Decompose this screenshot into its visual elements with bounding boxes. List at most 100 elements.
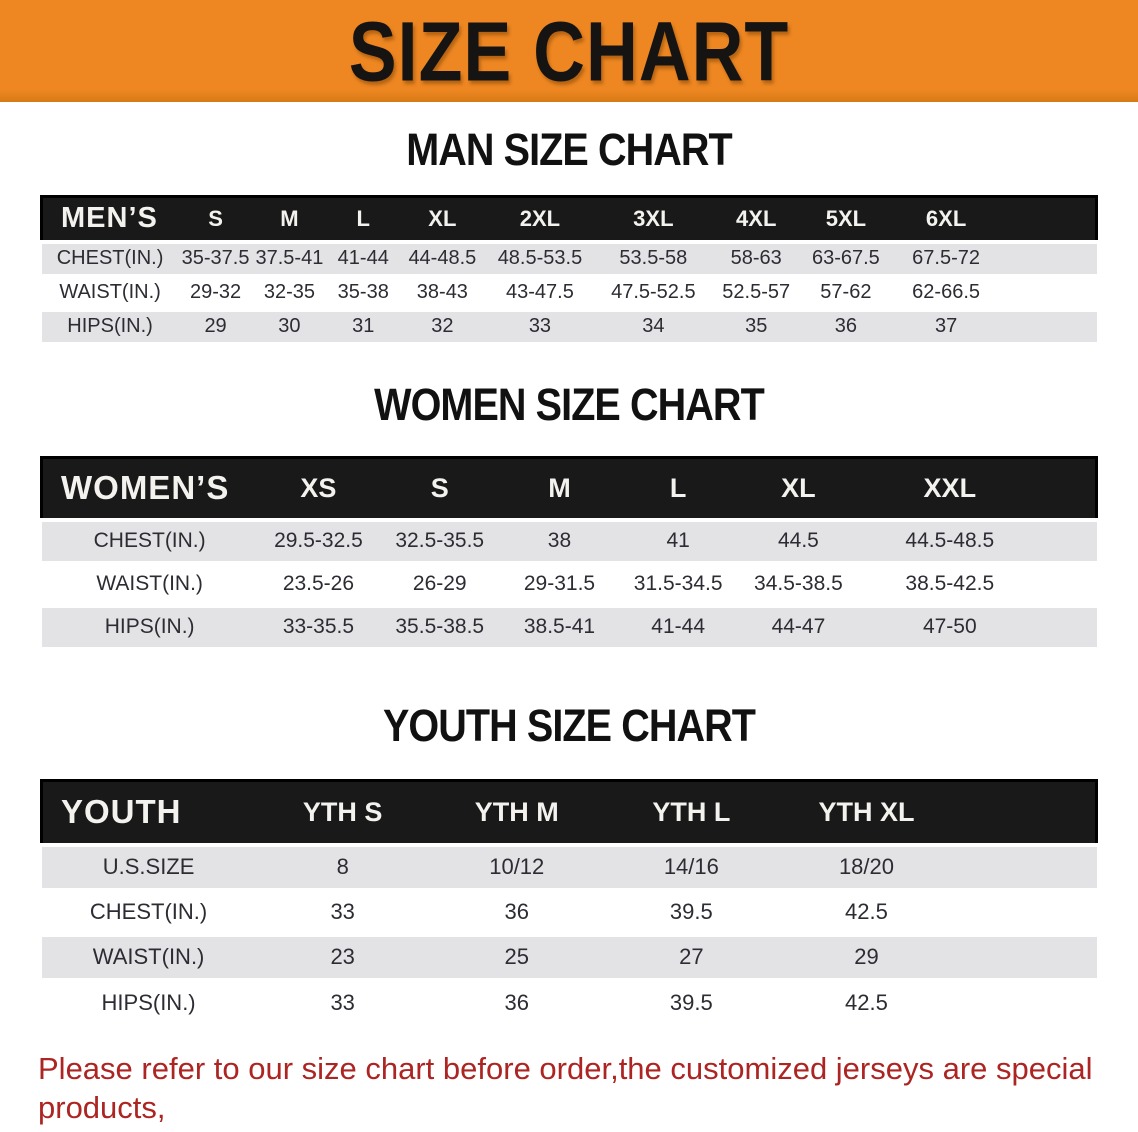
size-value: 33: [255, 889, 430, 935]
size-value: 31: [326, 307, 401, 345]
size-value: 38: [500, 517, 619, 564]
order-notice: Please refer to our size chart before or…: [38, 1049, 1100, 1132]
size-value: 47-50: [859, 603, 1041, 650]
size-value: 29-31.5: [500, 562, 619, 606]
size-value: 53.5-58: [595, 239, 712, 277]
filler-cell: [1040, 562, 1097, 606]
notice-line-2: we don't accept cancel, change, teturn o…: [38, 1128, 1100, 1132]
size-column-header: 4XL: [711, 195, 802, 243]
size-value: 58-63: [711, 239, 802, 277]
filler-cell: [954, 889, 1097, 935]
size-column-header: 3XL: [595, 195, 712, 243]
row-label: WAIST(IN.): [41, 275, 179, 310]
size-value: 44-48.5: [400, 239, 485, 277]
filler-cell: [954, 932, 1097, 981]
size-column-header: YTH M: [429, 779, 604, 846]
size-value: 62-66.5: [890, 275, 1002, 310]
youth-section-heading: YOUTH SIZE CHART: [382, 700, 756, 752]
measurement-row: HIPS(IN.) 33-35.5 35.5-38.5 38.5-41 41-44 44-…: [41, 603, 1097, 650]
banner: SIZE CHART: [0, 0, 1138, 102]
row-label: WAIST(IN.): [41, 932, 256, 981]
size-value: 10/12: [429, 842, 604, 891]
size-value: 41-44: [326, 239, 401, 277]
size-value: 29: [178, 307, 253, 345]
size-column-header: S: [178, 195, 253, 243]
table-title-cell: YOUTH: [39, 779, 256, 846]
size-column-header: 2XL: [484, 195, 596, 243]
size-value: 67.5-72: [890, 239, 1002, 277]
women-size-table: WOMEN’S XS S M L XL XXL CHEST(IN.) 29.5-32.5 32.5…: [39, 456, 1098, 650]
size-value: 8: [255, 842, 430, 891]
table-header-row: MEN’S S M L XL 2XL 3XL 4XL 5XL 6XL: [39, 195, 1099, 243]
section-men: MAN SIZE CHART MEN’S S M L XL 2XL 3XL 4XL 5XL 6XL…: [0, 125, 1138, 345]
size-value: 44.5: [737, 517, 860, 564]
size-value: 52.5-57: [711, 275, 802, 310]
size-column-header: L: [326, 195, 401, 243]
size-column-header: S: [379, 456, 501, 521]
filler-cell: [954, 779, 1099, 846]
size-value: 29-32: [178, 275, 253, 310]
filler-cell: [1040, 517, 1097, 564]
row-label: HIPS(IN.): [41, 307, 179, 345]
measurement-row: CHEST(IN.) 29.5-32.5 32.5-35.5 38 41 44.5 44.5…: [41, 517, 1097, 564]
filler-cell: [1001, 307, 1097, 345]
measurement-row: WAIST(IN.) 23 25 27 29: [41, 932, 1097, 981]
size-column-header: XL: [400, 195, 485, 243]
size-value: 38.5-41: [500, 603, 619, 650]
row-label: WAIST(IN.): [41, 562, 258, 606]
size-column-header: YTH L: [603, 779, 779, 846]
size-value: 31.5-34.5: [618, 562, 738, 606]
table-header-row: WOMEN’S XS S M L XL XXL: [39, 456, 1098, 521]
size-column-header: 6XL: [890, 195, 1002, 243]
size-value: 32: [400, 307, 485, 345]
size-value: 27: [603, 932, 779, 981]
table-title-cell: MEN’S: [39, 195, 179, 243]
measurement-row: WAIST(IN.) 23.5-26 26-29 29-31.5 31.5-34.5 34…: [41, 562, 1097, 606]
filler-cell: [1040, 456, 1098, 521]
size-value: 35-38: [326, 275, 401, 310]
size-value: 34.5-38.5: [737, 562, 860, 606]
measurement-row: CHEST(IN.) 35-37.5 37.5-41 41-44 44-48.5 48.5…: [41, 239, 1097, 277]
size-value: 42.5: [778, 979, 955, 1025]
filler-cell: [954, 979, 1097, 1025]
size-value: 25: [429, 932, 604, 981]
size-value: 39.5: [603, 979, 779, 1025]
size-column-header: L: [618, 456, 738, 521]
size-column-header: YTH S: [255, 779, 430, 846]
size-value: 39.5: [603, 889, 779, 935]
size-column-header: XXL: [859, 456, 1041, 521]
row-label: U.S.SIZE: [41, 842, 256, 891]
measurement-row: HIPS(IN.) 29 30 31 32 33 34 35 36 37: [41, 307, 1097, 345]
size-value: 37: [890, 307, 1002, 345]
section-women: WOMEN SIZE CHART WOMEN’S XS S M L XL XXL CHEST(…: [0, 380, 1138, 650]
size-value: 48.5-53.5: [484, 239, 596, 277]
size-value: 36: [429, 979, 604, 1025]
table-header-row: YOUTH YTH S YTH M YTH L YTH XL: [39, 779, 1099, 846]
filler-cell: [954, 842, 1097, 891]
size-value: 33: [255, 979, 430, 1025]
measurement-row: HIPS(IN.) 33 36 39.5 42.5: [41, 979, 1097, 1025]
size-value: 36: [429, 889, 604, 935]
size-value: 30: [252, 307, 327, 345]
size-value: 47.5-52.5: [595, 275, 712, 310]
size-value: 57-62: [801, 275, 891, 310]
men-size-table: MEN’S S M L XL 2XL 3XL 4XL 5XL 6XL CHEST(IN.) 35-37…: [39, 195, 1099, 345]
size-value: 33-35.5: [257, 603, 380, 650]
row-label: CHEST(IN.): [41, 889, 256, 935]
size-column-header: M: [500, 456, 619, 521]
size-value: 14/16: [603, 842, 779, 891]
row-label: HIPS(IN.): [41, 603, 258, 650]
filler-cell: [1001, 195, 1099, 243]
table-title-cell: WOMEN’S: [39, 456, 258, 521]
size-value: 34: [595, 307, 712, 345]
size-value: 23: [255, 932, 430, 981]
size-column-header: M: [252, 195, 327, 243]
size-value: 42.5: [778, 889, 955, 935]
size-value: 44.5-48.5: [859, 517, 1041, 564]
section-youth: YOUTH SIZE CHART YOUTH YTH S YTH M YTH L YTH…: [0, 700, 1138, 1025]
size-value: 35.5-38.5: [379, 603, 501, 650]
size-value: 36: [801, 307, 891, 345]
size-value: 35: [711, 307, 802, 345]
filler-cell: [1001, 239, 1097, 277]
size-column-header: XS: [257, 456, 380, 521]
